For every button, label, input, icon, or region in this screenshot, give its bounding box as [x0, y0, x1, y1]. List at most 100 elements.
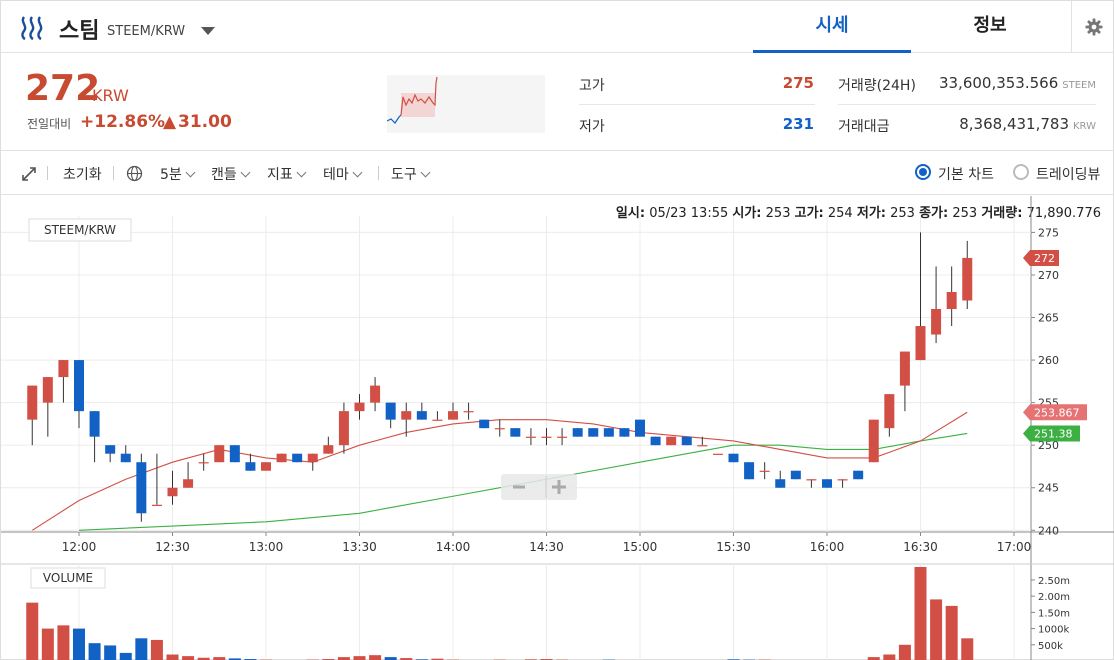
candle — [525, 428, 536, 446]
tools-select[interactable]: 도구 — [391, 164, 431, 184]
tradingview-label[interactable]: 트레이딩뷰 — [1036, 167, 1101, 183]
reset-button[interactable]: 초기화 — [63, 167, 102, 183]
candle — [120, 445, 131, 463]
candle-body — [557, 436, 568, 438]
tab-price[interactable]: 시세 — [753, 1, 911, 53]
volume-bar — [914, 567, 927, 660]
candle — [354, 394, 365, 420]
x-tick-label: 12:00 — [62, 540, 97, 554]
volume-bar — [337, 657, 350, 660]
globe-icon[interactable] — [126, 165, 143, 182]
candle-body — [120, 453, 131, 463]
candle-body — [681, 436, 692, 446]
coin-select-chevron-down-icon[interactable] — [201, 27, 215, 35]
volume-bar — [73, 628, 85, 660]
chevron-down-icon — [240, 167, 251, 178]
candle-body — [261, 462, 271, 471]
chevron-down-icon — [185, 167, 196, 178]
candle-body — [635, 419, 645, 437]
candle — [136, 453, 147, 522]
candle — [619, 428, 630, 437]
y-tick-label: 265 — [1038, 312, 1059, 325]
candle — [806, 479, 817, 488]
candle — [214, 445, 225, 463]
candle — [167, 470, 178, 505]
candle — [416, 402, 427, 420]
candle — [666, 436, 677, 446]
tab-info[interactable]: 정보 — [973, 15, 1007, 36]
x-tick-label: 16:30 — [903, 540, 938, 554]
chart-area: 일시: 05/23 13:55 시가: 253 고가: 254 저가: 253 … — [1, 196, 1114, 660]
volume-bar — [384, 657, 397, 660]
candle-body — [510, 428, 521, 437]
candle-body — [899, 351, 910, 386]
vol-tick-label: 1.50m — [1038, 608, 1070, 619]
candle — [541, 428, 552, 446]
trade-value-number: 8,368,431,783 — [959, 115, 1069, 133]
tools-label: 도구 — [391, 167, 417, 183]
candle — [635, 419, 645, 437]
candle — [775, 470, 786, 488]
divider — [579, 104, 815, 105]
volume-bar — [867, 657, 880, 660]
candle — [74, 360, 84, 429]
gear-icon — [1085, 18, 1102, 36]
volume-label: 거래량: — [981, 206, 1023, 221]
candle-body — [105, 445, 116, 454]
candle — [89, 411, 100, 463]
candle-body — [183, 479, 194, 488]
chart-title: STEEM/KRW — [44, 223, 116, 237]
candle — [479, 419, 490, 429]
candle-body — [868, 419, 879, 463]
candle-body — [728, 453, 739, 463]
interval-select[interactable]: 5분 — [160, 164, 196, 184]
candle-body — [338, 411, 349, 446]
candle — [307, 453, 318, 471]
volume-bar — [166, 654, 179, 660]
candle-select[interactable]: 캔들 — [211, 164, 251, 184]
change-percent: +12.86% — [80, 112, 166, 132]
low-label: 저가: — [856, 206, 886, 221]
price-summary: 272 KRW 전일대비 +12.86% ▲ 31.00 고가 275 저가 2… — [1, 53, 1114, 151]
volume-bar — [400, 658, 413, 660]
candle-body — [354, 402, 365, 412]
price-tag-label: 253.867 — [1034, 406, 1080, 419]
candle — [681, 436, 692, 446]
candle — [588, 428, 599, 437]
trade-value-unit: KRW — [1073, 121, 1096, 132]
indicator-select[interactable]: 지표 — [267, 164, 307, 184]
candle-body — [962, 257, 973, 301]
x-tick-label: 14:30 — [529, 540, 564, 554]
pair-title-box — [28, 218, 132, 242]
candle-body — [323, 445, 334, 454]
settings-button[interactable] — [1071, 1, 1114, 53]
candle-body — [572, 428, 583, 437]
indicator-label: 지표 — [267, 167, 293, 183]
expand-icon[interactable] — [21, 166, 37, 182]
vol-tick-label: 2.50m — [1038, 576, 1070, 587]
tradingview-radio[interactable] — [1013, 164, 1029, 180]
theme-select[interactable]: 테마 — [323, 164, 363, 184]
candle-body — [853, 470, 864, 480]
basic-chart-label[interactable]: 기본 차트 — [938, 167, 994, 183]
price-tag-label: 272 — [1034, 252, 1055, 265]
volume-bar — [197, 657, 210, 660]
candle — [401, 402, 412, 437]
candle — [183, 462, 194, 488]
price-tag — [1023, 249, 1059, 266]
candle-body — [74, 360, 84, 412]
candle — [744, 462, 755, 480]
basic-chart-radio[interactable] — [915, 164, 931, 180]
current-price: 272 — [25, 68, 101, 109]
y-tick-label: 275 — [1038, 226, 1059, 239]
candle-body — [151, 504, 162, 506]
time-value: 05/23 13:55 — [649, 206, 729, 221]
x-tick-label: 15:00 — [623, 540, 658, 554]
volume-bar — [898, 644, 911, 660]
price-tag — [1023, 404, 1087, 421]
candle — [790, 470, 801, 480]
candle-body — [276, 453, 287, 463]
volume-title-box — [30, 567, 106, 589]
volume-label: 거래량(24H) — [838, 78, 916, 94]
